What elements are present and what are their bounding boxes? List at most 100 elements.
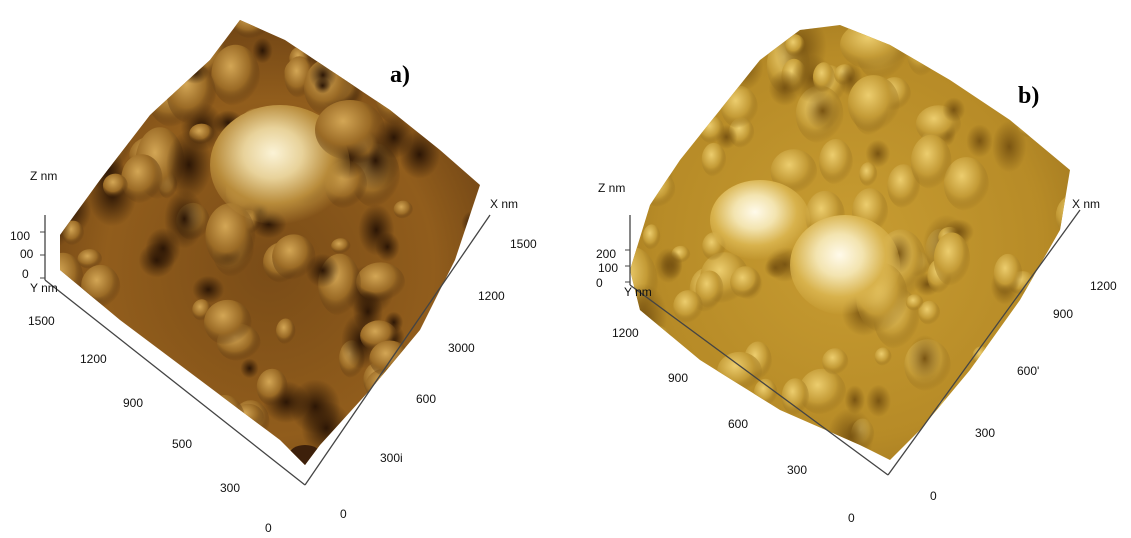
surface-bump [933,232,971,286]
surface-bump [912,25,936,34]
surface-pit [305,253,340,288]
z-tick-b-0: 200 [596,247,616,261]
z-axis-title-b: Z nm [598,181,625,195]
surface-bump [695,270,724,309]
surface-bump [643,171,676,207]
surface-bump [276,318,296,345]
z-tick-b-1: 100 [598,261,618,275]
surface-pit [60,429,98,465]
surface-pit [456,280,479,308]
surface-pit [654,248,683,283]
surface-bump [781,378,809,416]
z-tick-a-0: 100 [10,229,30,243]
z-tick-a-1: 00 [20,247,34,261]
surface-bump [232,20,272,39]
surface-bump [331,238,351,254]
surface-pit [1060,347,1070,378]
surface-bump [673,290,703,324]
surface-pit [145,227,181,270]
surface-bump [81,264,121,308]
surface-pit [687,378,731,415]
surface-bump [60,20,65,40]
surface-bump [1023,447,1052,460]
surface-bump [665,29,704,64]
surface-pit [93,62,116,87]
surface-bump [753,378,778,407]
surface-pit [301,28,341,70]
surface-bump [785,34,805,57]
surface-pit [84,326,108,346]
x-axis-title-a: X nm [490,197,518,211]
panel-label-b: b) [1018,83,1039,109]
surface-pit [943,421,979,455]
surface-bump [60,35,72,93]
y-axis-title-a: Y nm [30,281,58,295]
surface-bump [631,394,649,415]
surface-bump [980,27,1027,66]
y-tick-a-4: 300 [220,481,240,495]
surface-pit [1060,422,1070,460]
x-tick-b-4: 0 [930,489,937,503]
afm-panel-b: b) Z nm 200 100 0 Y nm X nm 1200 900 600… [596,25,1117,525]
surface-bump [144,24,189,69]
surface-bump [414,50,448,88]
surface-bump [60,184,77,214]
surface-b [630,25,1070,460]
surface-bump [649,374,668,398]
surface-bump [365,368,407,405]
surface-bump [898,25,938,46]
z-tick-b-2: 0 [596,276,603,290]
surface-pit [314,77,332,94]
surface-bump [703,381,733,412]
surface-pit [192,275,225,304]
surface-bump [425,312,473,364]
surface-bump [102,173,128,198]
surface-pit [375,232,400,262]
surface-bump [60,134,90,163]
surface-bump [455,88,480,126]
surface-bump [100,20,147,56]
surface-bump [822,348,849,375]
surface-bump [972,346,991,366]
surface-bump [701,142,726,177]
surface-pit [866,384,892,418]
surface-bump [698,43,736,88]
z-tick-a-2: 0 [22,267,29,281]
surface-bump [910,134,952,189]
surface-bump [962,37,1003,84]
surface-pit [643,104,680,135]
axes-b [625,209,1081,476]
surface-bump [1023,41,1061,89]
surface-pit [87,20,131,57]
afm-panel-a: a) Z nm 100 00 0 Y nm X nm 1500 1200 300… [10,20,537,535]
x-tick-a-4: 300i [380,451,403,465]
x-axis-title-b: X nm [1072,197,1100,211]
surface-bump [720,85,758,129]
x-tick-b-0: 1200 [1090,279,1117,293]
surface-bump [819,139,853,185]
surface-bump [106,86,141,125]
surface-pit [1022,323,1061,360]
surface-pit [455,38,480,78]
x-tick-b-2: 600' [1017,364,1039,378]
panel-label-a: a) [390,62,410,88]
surface-pit [297,20,323,40]
surface-pit [723,43,764,91]
surface-pit [764,257,788,279]
surface-pit [681,89,702,115]
y-axis-title-b: Y nm [624,285,652,299]
surface-bump [369,340,411,378]
surface-bump [730,266,761,299]
surface-bump [630,53,652,94]
surface-bump [798,368,846,415]
surface-pit [1040,25,1070,73]
surface-bump [353,27,383,61]
surface-pit [940,396,977,449]
y-tick-b-1: 900 [668,371,688,385]
surface-bump [1035,113,1070,148]
surface-bump [205,203,256,269]
surface-bump [436,389,480,443]
surface-pit [166,130,212,199]
surface-bump [256,368,288,406]
surface-pit [966,124,993,158]
